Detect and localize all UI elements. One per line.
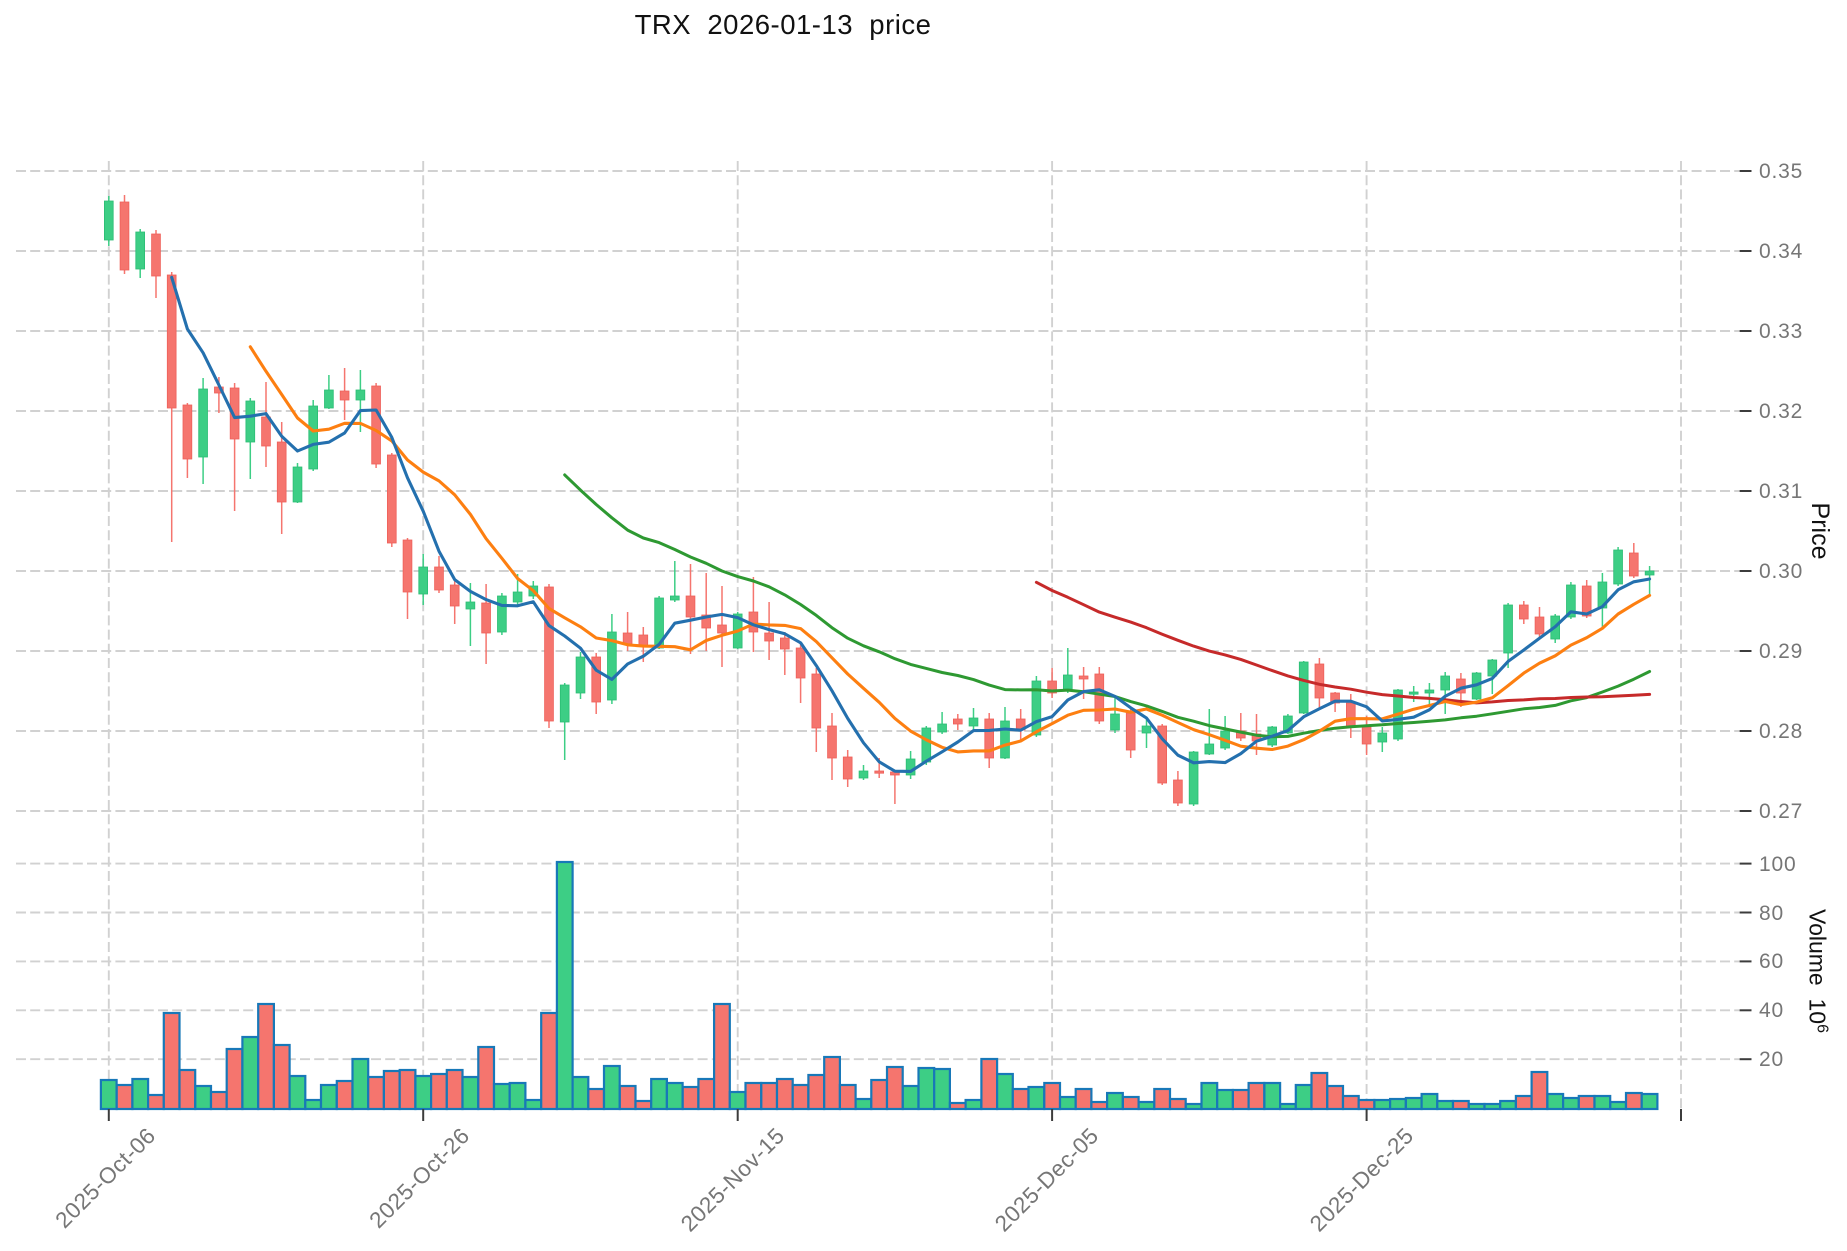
svg-text:Volume 106: Volume 106	[1805, 909, 1831, 1033]
svg-text:0.33: 0.33	[1759, 320, 1803, 343]
svg-text:0.31: 0.31	[1759, 480, 1803, 503]
svg-text:20: 20	[1759, 1048, 1784, 1071]
svg-text:0.29: 0.29	[1759, 640, 1803, 663]
svg-text:Price: Price	[1806, 503, 1834, 560]
svg-text:40: 40	[1759, 999, 1784, 1022]
svg-text:0.35: 0.35	[1759, 160, 1803, 183]
svg-text:60: 60	[1759, 950, 1784, 973]
svg-text:0.32: 0.32	[1759, 400, 1803, 423]
svg-text:0.30: 0.30	[1759, 560, 1803, 583]
svg-text:0.28: 0.28	[1759, 720, 1803, 743]
svg-text:TRX 2026-01-13 price: TRX 2026-01-13 price	[635, 9, 932, 40]
svg-text:80: 80	[1759, 902, 1784, 925]
svg-text:0.34: 0.34	[1759, 240, 1803, 263]
svg-text:0.27: 0.27	[1759, 800, 1803, 823]
svg-text:100: 100	[1759, 853, 1796, 876]
